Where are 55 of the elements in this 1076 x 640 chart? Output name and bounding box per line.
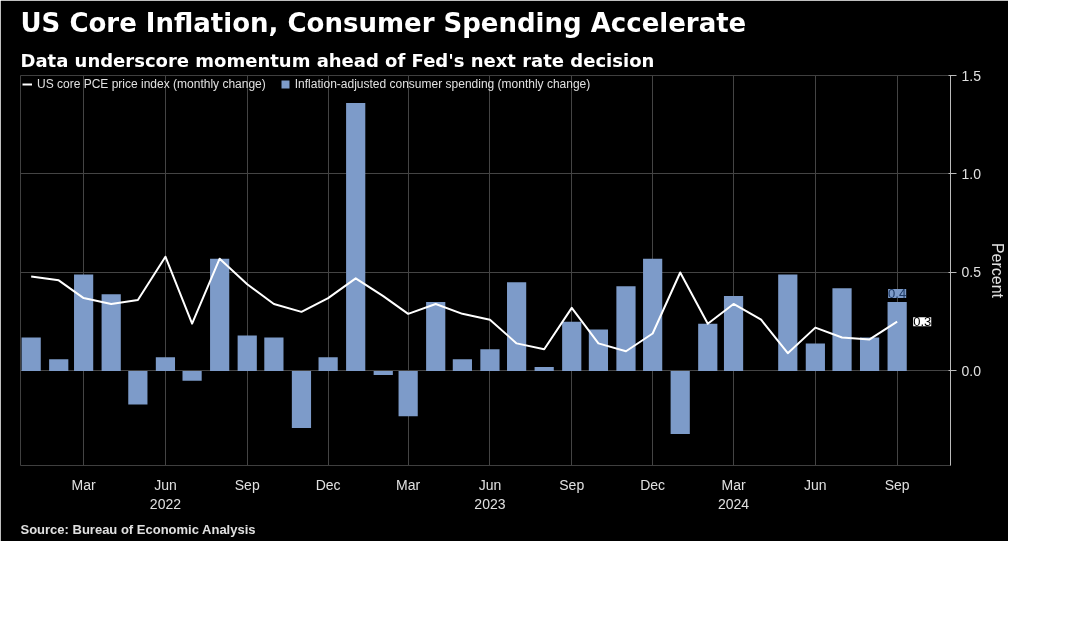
bar: [887, 302, 907, 371]
data-label: 0.4: [888, 286, 907, 302]
bar: [778, 274, 798, 371]
bar: [237, 335, 257, 371]
bar: [698, 323, 718, 371]
bar: [562, 321, 582, 371]
y-tick-label: 0.5: [961, 264, 982, 281]
x-tick-label: Mar 2024: [717, 476, 750, 512]
bar: [588, 329, 609, 371]
bar: [49, 359, 69, 371]
bar: [101, 294, 121, 371]
bar: [426, 302, 446, 371]
bar: [859, 337, 880, 371]
x-tick-label: Sep: [234, 476, 260, 493]
legend-label: Inflation-adjusted consumer spending (monthly change): [294, 77, 591, 91]
legend-label: US core PCE price index (monthly change): [37, 77, 266, 91]
source-note: Source: Bureau of Economic Analysis: [20, 521, 256, 537]
y-tick-label: 0.0: [961, 362, 982, 379]
x-tick-label: Jun: [804, 476, 827, 493]
bar: [128, 370, 148, 405]
x-tick-label: Mar: [71, 476, 97, 493]
bar: [264, 337, 284, 371]
data-label: 0.3: [913, 314, 932, 330]
bar: [670, 370, 690, 434]
y-axis-title: Percent: [988, 242, 1006, 299]
bar: [616, 286, 636, 371]
bar: [373, 370, 393, 375]
bar: [346, 103, 366, 371]
bar: [74, 274, 94, 371]
bar: [832, 288, 852, 371]
bar: [643, 258, 663, 371]
bar: [318, 357, 338, 371]
bar: [480, 349, 500, 371]
x-tick-label: Jun 2023: [474, 476, 506, 512]
bar: [805, 343, 825, 371]
chart-subtitle: Data underscore momentum ahead of Fed's next rate decision: [20, 49, 655, 71]
bar: [210, 258, 230, 371]
x-tick-label: Mar: [396, 476, 421, 493]
x-tick-label: Sep: [884, 476, 910, 493]
bar: [534, 367, 554, 371]
x-tick-label: Jun 2022: [149, 476, 182, 512]
x-tick-label: Sep: [559, 476, 585, 493]
bar: [452, 359, 472, 371]
bar: [398, 370, 418, 417]
y-tick-label: 1.5: [961, 67, 982, 84]
bar: [291, 370, 312, 429]
chart-title: US Core Inflation, Consumer Spending Accelerate: [20, 7, 747, 38]
x-tick-label: Dec: [315, 476, 341, 493]
bar: [182, 370, 202, 381]
bar: [507, 282, 527, 371]
x-tick-label: Dec: [640, 476, 666, 493]
bar: [21, 337, 41, 371]
bar: [155, 357, 176, 371]
y-tick-label: 1.0: [961, 165, 982, 182]
bar: [723, 296, 744, 371]
